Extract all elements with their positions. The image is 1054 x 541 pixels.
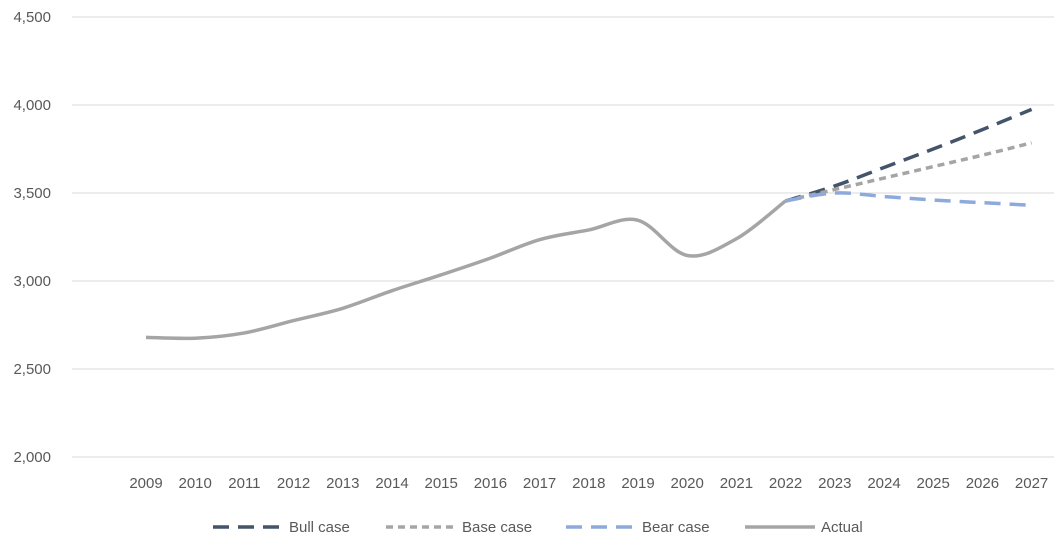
x-tick-label: 2014 <box>375 475 408 492</box>
x-tick-label: 2019 <box>621 475 654 492</box>
x-tick-label: 2013 <box>326 475 359 492</box>
x-tick-label: 2024 <box>867 475 900 492</box>
x-tick-label: 2018 <box>572 475 605 492</box>
y-tick-label: 2,500 <box>13 361 51 378</box>
x-tick-label: 2017 <box>523 475 556 492</box>
series-line-bear-case <box>785 191 1032 208</box>
y-tick-label: 2,000 <box>13 449 51 466</box>
y-tick-label: 3,500 <box>13 185 51 202</box>
x-tick-label: 2025 <box>917 475 950 492</box>
series-line-base-case <box>785 141 1033 203</box>
legend: Bull case Base case Bear case Actual <box>213 519 863 536</box>
x-tick-label: 2012 <box>277 475 310 492</box>
legend-label-bull-case: Bull case <box>289 519 350 536</box>
x-tick-label: 2023 <box>818 475 851 492</box>
x-tick-label: 2010 <box>179 475 212 492</box>
x-tick-label: 2027 <box>1015 475 1048 492</box>
y-tick-label: 3,000 <box>13 273 51 290</box>
legend-label-bear-case: Bear case <box>642 519 710 536</box>
x-tick-label: 2020 <box>671 475 704 492</box>
x-tick-label: 2021 <box>720 475 753 492</box>
gridlines <box>72 16 1054 458</box>
series-line-actual <box>145 199 787 341</box>
series-lines <box>145 107 1033 341</box>
x-tick-label: 2016 <box>474 475 507 492</box>
y-axis-tick-labels: 2,000 2,500 3,000 3,500 4,000 4,500 <box>13 9 51 466</box>
series-line-bull-case <box>785 107 1033 203</box>
y-tick-label: 4,500 <box>13 9 51 26</box>
x-tick-label: 2009 <box>129 475 162 492</box>
x-tick-label: 2022 <box>769 475 802 492</box>
y-tick-label: 4,000 <box>13 97 51 114</box>
legend-label-base-case: Base case <box>462 519 532 536</box>
x-tick-label: 2015 <box>425 475 458 492</box>
x-tick-label: 2026 <box>966 475 999 492</box>
x-axis-tick-labels: 2009 2010 2011 2012 2013 2014 2015 2016 2017 2018… <box>129 475 1048 492</box>
legend-label-actual: Actual <box>821 519 863 536</box>
x-tick-label: 2011 <box>228 475 260 492</box>
